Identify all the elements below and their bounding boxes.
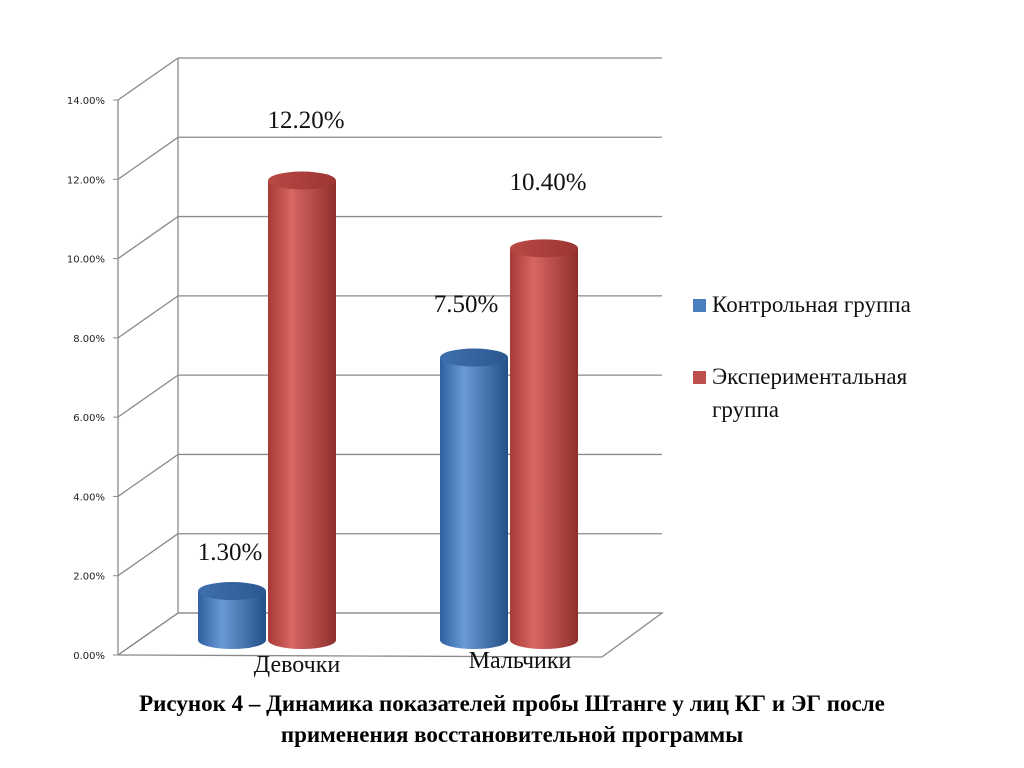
- bar-chart: 0.00% 2.00% 4.00% 6.00% 8.00% 10.00% 12.00% 14.…: [67, 57, 911, 678]
- bar-body: [198, 591, 266, 649]
- bar-experimental-0: [268, 171, 336, 649]
- caption-line-1: Рисунок 4 – Динамика показателей пробы Ш…: [139, 691, 885, 716]
- gridline-side: [117, 453, 179, 497]
- bar-control-1: [440, 348, 508, 649]
- y-tick-label: 14.00%: [67, 96, 105, 107]
- bar-top: [198, 582, 266, 601]
- legend-label-line2: группа: [712, 397, 779, 422]
- legend-swatch: [693, 371, 706, 384]
- x-tick-label: Девочки: [254, 652, 341, 678]
- gridline-side: [117, 136, 179, 180]
- legend-item: Контрольная группа: [693, 292, 911, 317]
- y-tick-label: 4.00%: [73, 492, 105, 503]
- gridline-side: [117, 216, 179, 260]
- data-label: 10.40%: [509, 169, 586, 196]
- category-labels: Девочки Мальчики: [254, 648, 572, 678]
- bar-experimental-1: [510, 239, 578, 650]
- bars: [198, 171, 578, 650]
- bar-top: [268, 171, 336, 190]
- legend-item: Экспериментальная группа: [693, 364, 908, 422]
- x-tick-label: Мальчики: [469, 648, 572, 674]
- y-tick-label: 6.00%: [73, 413, 105, 424]
- y-tick-label: 8.00%: [73, 334, 105, 345]
- data-labels: 1.30% 12.20% 7.50% 10.40%: [198, 107, 587, 566]
- legend-label: Экспериментальная: [712, 364, 908, 389]
- gridline-side: [117, 295, 179, 339]
- gridline-side: [117, 374, 179, 418]
- x-axis-line: [117, 654, 603, 658]
- data-label: 12.20%: [267, 107, 344, 134]
- bar-top: [510, 239, 578, 258]
- y-axis: 0.00% 2.00% 4.00% 6.00% 8.00% 10.00% 12.00% 14.…: [67, 96, 603, 662]
- bar-body: [440, 357, 508, 649]
- bar-control-0: [198, 582, 266, 649]
- y-tick-label: 10.00%: [67, 255, 105, 266]
- y-tick-label: 12.00%: [67, 175, 105, 186]
- data-label: 7.50%: [434, 291, 499, 318]
- floor: [117, 612, 664, 658]
- gridline-side: [117, 57, 179, 101]
- gridline-side: [117, 533, 179, 577]
- bar-top: [440, 348, 508, 367]
- legend-swatch: [693, 299, 706, 312]
- legend: Контрольная группа Экспериментальная групп…: [693, 292, 911, 422]
- gridlines: [117, 57, 664, 658]
- bar-body: [268, 180, 336, 649]
- y-tick-label: 2.00%: [73, 572, 105, 583]
- caption-line-2: применения восстановительной программы: [280, 722, 744, 747]
- figure-caption: Рисунок 4 – Динамика показателей пробы Ш…: [0, 688, 1024, 750]
- y-tick-label: 0.00%: [73, 651, 105, 662]
- bar-body: [510, 248, 578, 650]
- data-label: 1.30%: [198, 539, 263, 566]
- legend-label: Контрольная группа: [712, 292, 911, 317]
